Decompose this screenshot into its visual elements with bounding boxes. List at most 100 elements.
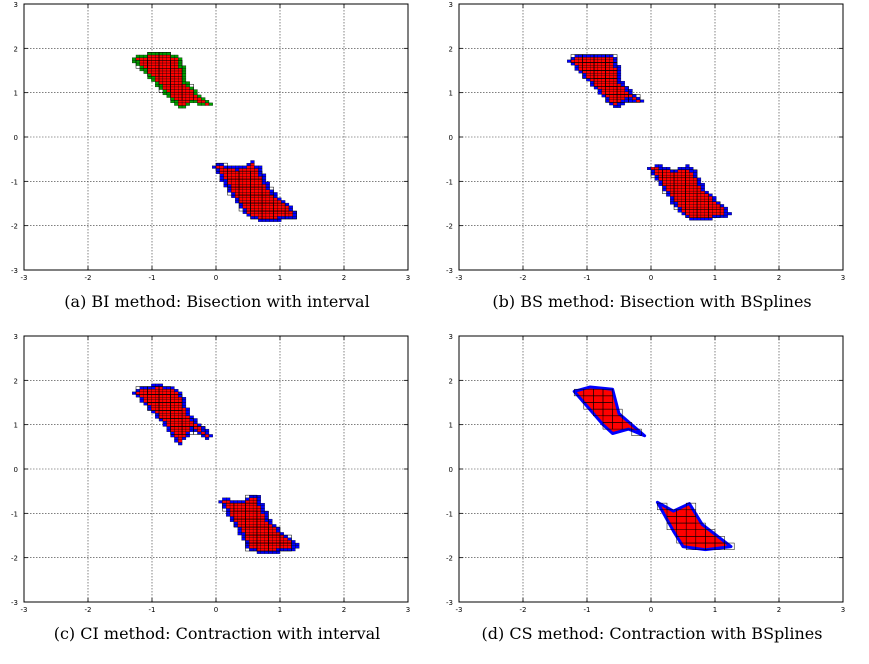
- inner-box: [658, 174, 663, 178]
- inner-box: [174, 397, 179, 400]
- x-tick-label: -3: [456, 606, 463, 614]
- inner-box: [233, 518, 238, 522]
- inner-box: [704, 212, 709, 216]
- boundary-box: [590, 54, 595, 58]
- inner-box: [158, 394, 164, 398]
- boundary-box: [696, 180, 702, 184]
- inner-box: [252, 513, 258, 517]
- inner-box: [250, 205, 255, 209]
- inner-box: [616, 86, 622, 90]
- inner-box: [272, 532, 277, 536]
- boundary-box: [719, 204, 725, 208]
- inner-box: [242, 186, 247, 190]
- boundary-box: [624, 86, 629, 90]
- plot-bi: -3 -2 -1 0 1 2 3 -3 -2 -1 0 1 2 3: [11, 1, 410, 282]
- inner-box: [700, 214, 705, 218]
- inner-box: [666, 188, 671, 192]
- inner-box: [268, 537, 273, 541]
- y-tick-label: -3: [446, 267, 453, 275]
- subdivision-cell: [170, 60, 183, 69]
- inner-box: [162, 84, 167, 88]
- inner-box: [197, 97, 202, 101]
- inner-box: [229, 510, 235, 514]
- inner-box: [162, 76, 167, 80]
- inner-box: [593, 75, 599, 79]
- boundary-box: [178, 391, 183, 395]
- inner-box: [252, 540, 258, 544]
- inner-box: [174, 426, 179, 430]
- inner-box: [242, 184, 247, 188]
- boundary-box: [281, 200, 286, 204]
- boundary-box: [218, 500, 223, 504]
- inner-box: [238, 173, 244, 177]
- boundary-box: [204, 428, 210, 432]
- boundary-box: [174, 54, 179, 58]
- inner-box: [582, 67, 587, 71]
- inner-box: [700, 201, 705, 205]
- inner-box: [681, 174, 686, 178]
- inner-box: [260, 529, 265, 533]
- inner-box: [609, 86, 614, 90]
- inner-box: [151, 57, 156, 61]
- inner-box: [174, 412, 179, 416]
- y-tick-label: 2: [449, 377, 453, 385]
- boundary-box: [723, 206, 728, 210]
- boundary-box: [226, 497, 231, 501]
- inner-box: [256, 521, 261, 525]
- inner-box: [277, 202, 282, 206]
- inner-box: [693, 201, 698, 205]
- inner-box: [233, 516, 238, 520]
- boundary-box: [170, 54, 175, 58]
- boundary-box: [235, 165, 240, 169]
- boundary-box: [283, 534, 288, 538]
- inner-box: [260, 516, 265, 520]
- boundary-box: [215, 163, 220, 166]
- boundary-box: [666, 190, 671, 194]
- inner-box: [681, 190, 686, 194]
- inner-box: [693, 182, 698, 186]
- boundary-box: [712, 214, 717, 218]
- boundary-box: [264, 510, 269, 514]
- inner-box: [265, 208, 270, 212]
- boundary-box: [295, 545, 300, 549]
- inner-box: [250, 170, 255, 174]
- inner-box: [716, 206, 721, 210]
- boundary-box: [700, 217, 705, 221]
- inner-box: [260, 537, 265, 541]
- inner-box: [605, 59, 610, 63]
- boundary-box: [704, 190, 709, 194]
- inner-box: [689, 209, 694, 213]
- inner-box: [250, 163, 255, 166]
- inner-box: [235, 173, 240, 177]
- inner-box: [601, 62, 606, 66]
- inner-box: [582, 65, 587, 68]
- inner-box: [693, 177, 698, 181]
- boundary-box: [139, 399, 144, 403]
- inner-box: [601, 65, 606, 68]
- inner-box: [689, 198, 694, 202]
- inner-box: [166, 415, 171, 419]
- inner-box: [685, 172, 690, 176]
- inner-box: [139, 57, 144, 61]
- inner-box: [673, 182, 679, 186]
- boundary-box: [185, 102, 190, 106]
- inner-box: [279, 545, 284, 549]
- inner-box: [185, 415, 190, 419]
- inner-box: [155, 73, 160, 77]
- inner-box: [185, 97, 190, 101]
- subdivision-cell: [708, 201, 721, 210]
- boundary-box: [574, 65, 579, 68]
- inner-box: [613, 70, 618, 74]
- boundary-box: [268, 518, 273, 522]
- y-tick-label: 1: [449, 422, 453, 430]
- inner-box: [265, 210, 270, 214]
- inner-box: [178, 405, 183, 408]
- inner-box: [162, 397, 167, 400]
- inner-box: [252, 524, 258, 528]
- inner-box: [227, 173, 232, 177]
- boundary-box: [256, 495, 261, 498]
- inner-box: [170, 89, 175, 93]
- inner-box: [235, 170, 240, 174]
- boundary-box: [265, 218, 270, 222]
- boundary-box: [226, 508, 231, 512]
